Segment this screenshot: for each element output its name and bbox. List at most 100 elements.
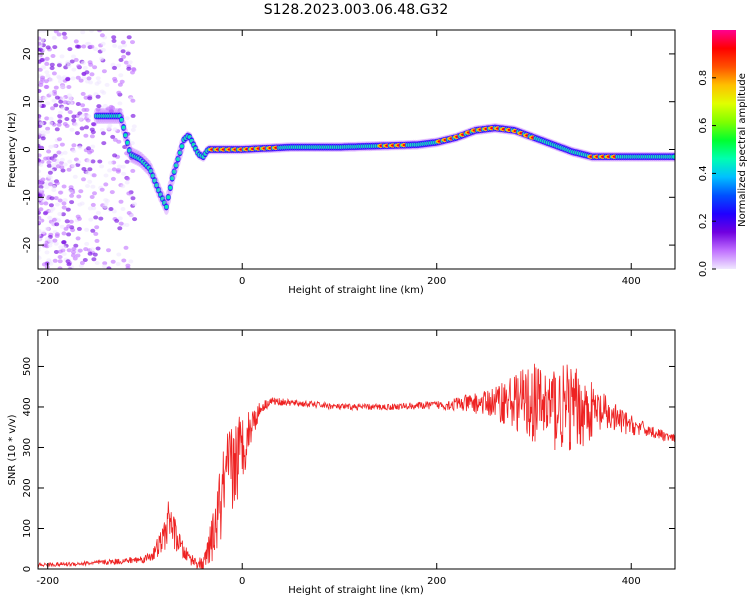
noise-speckle (86, 114, 92, 119)
noise-speckle (89, 195, 95, 199)
noise-speckle (45, 126, 51, 131)
x-tick-label: 400 (622, 276, 641, 287)
noise-speckle (46, 163, 52, 168)
noise-speckle (57, 255, 63, 259)
noise-speckle (84, 107, 90, 112)
noise-speckle (71, 114, 77, 119)
noise-speckle (71, 118, 77, 123)
noise-speckle (46, 160, 52, 165)
x-tick-label: 200 (427, 276, 446, 287)
noise-speckle (80, 113, 86, 118)
noise-speckle (61, 205, 67, 210)
noise-speckle (97, 159, 103, 164)
noise-speckle (93, 231, 99, 236)
noise-speckle (80, 103, 86, 108)
figure-title: S128.2023.003.06.48.G32 (264, 2, 449, 18)
noise-speckle (79, 201, 85, 206)
noise-speckle (38, 47, 43, 52)
noise-speckle (84, 41, 90, 46)
noise-speckle (71, 67, 77, 72)
noise-speckle (90, 184, 96, 189)
noise-speckle (106, 248, 111, 253)
colorbar-gradient (712, 30, 736, 269)
noise-speckle (42, 211, 48, 216)
noise-speckle (51, 98, 57, 103)
noise-speckle (68, 185, 74, 190)
noise-speckle (52, 258, 58, 263)
ridge-core (150, 173, 155, 178)
noise-speckle (109, 190, 115, 195)
x-tick-label: 0 (239, 276, 245, 287)
noise-speckle (69, 193, 75, 198)
noise-speckle (82, 258, 88, 262)
ridge-core (174, 163, 179, 168)
noise-speckle (117, 101, 123, 106)
y-tick-label: 0 (22, 146, 33, 152)
noise-speckle (66, 93, 72, 98)
noise-speckle (38, 89, 42, 93)
noise-speckle (70, 253, 76, 258)
noise-speckle (93, 215, 99, 220)
noise-speckle (66, 262, 72, 267)
noise-speckle (56, 122, 62, 127)
ridge-core (123, 133, 128, 138)
noise-speckle (61, 231, 67, 236)
ridge-core (148, 169, 153, 173)
noise-speckle (108, 109, 114, 114)
noise-speckle (43, 79, 49, 84)
noise-speckle (95, 246, 101, 251)
noise-speckle (84, 241, 90, 246)
noise-speckle (72, 174, 78, 179)
x-tick-label: -200 (36, 576, 59, 587)
noise-speckle (76, 160, 82, 164)
noise-speckle (117, 82, 123, 87)
noise-speckle (53, 250, 59, 254)
noise-speckle (91, 173, 97, 178)
noise-speckle (122, 145, 128, 149)
noise-speckle (53, 241, 59, 246)
noise-speckle (38, 30, 43, 33)
noise-speckle (38, 162, 44, 167)
colorbar-ticks: 0.0 0.2 0.4 0.6 0.8 (698, 70, 716, 277)
noise-speckle (38, 193, 43, 198)
noise-speckle (54, 95, 60, 100)
noise-speckle (119, 79, 125, 84)
noise-speckle (111, 209, 117, 214)
noise-speckle (99, 128, 105, 132)
noise-speckle (75, 102, 81, 106)
noise-speckle (49, 66, 55, 71)
noise-speckle (66, 224, 72, 229)
noise-speckle (50, 106, 55, 111)
noise-speckle (65, 60, 71, 65)
noise-speckle (48, 121, 54, 126)
noise-speckle (124, 159, 130, 164)
noise-speckle (62, 35, 68, 40)
noise-speckle (77, 145, 83, 150)
ridge-core (125, 140, 130, 145)
noise-speckle (38, 130, 42, 135)
noise-speckle (130, 128, 136, 132)
noise-speckle (38, 41, 42, 46)
noise-speckle (64, 219, 70, 224)
noise-speckle (76, 64, 82, 69)
noise-speckle (121, 171, 127, 176)
noise-speckle (61, 240, 67, 245)
noise-speckle (121, 54, 127, 59)
noise-speckle (58, 190, 63, 195)
noise-speckle (56, 150, 62, 155)
noise-speckle (99, 33, 105, 38)
noise-speckle (41, 243, 47, 248)
noise-speckle (47, 215, 53, 220)
noise-speckle (99, 89, 105, 94)
noise-speckle (108, 207, 114, 211)
noise-speckle (64, 117, 70, 121)
noise-speckle (41, 30, 47, 33)
ridge-core (119, 117, 124, 122)
noise-speckle (66, 248, 72, 253)
noise-speckle (130, 168, 136, 173)
noise-speckle (76, 226, 82, 231)
noise-speckle (115, 261, 121, 266)
noise-speckle (79, 126, 85, 131)
noise-speckle (43, 201, 49, 206)
noise-speckle (75, 253, 81, 258)
